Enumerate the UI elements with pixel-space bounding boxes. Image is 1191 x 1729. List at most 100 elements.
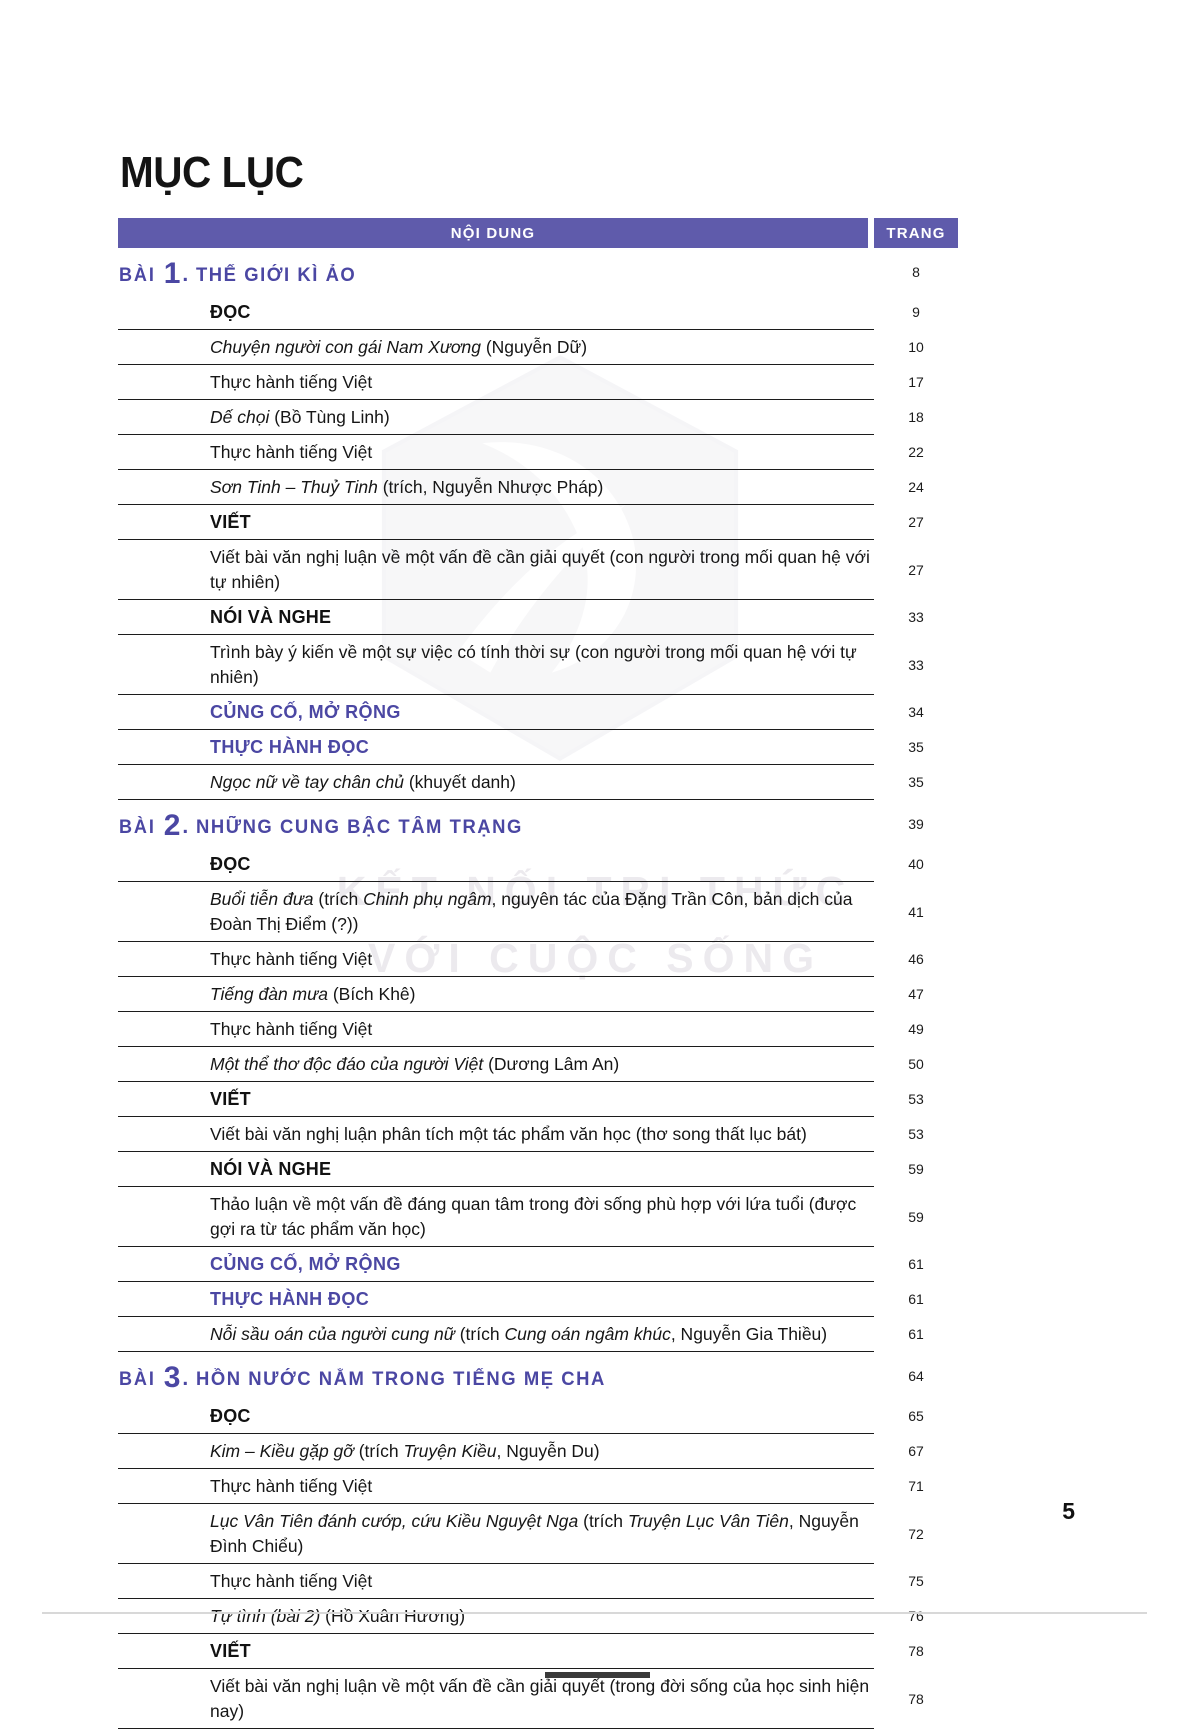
- toc-entry-row[interactable]: Viết bài văn nghị luận về một vấn đề cần…: [118, 540, 958, 600]
- toc-entry-author: (Bích Khê): [327, 984, 416, 1004]
- toc-entry-text: VIẾT: [118, 1634, 874, 1669]
- toc-entry-row[interactable]: Sơn Tinh – Thuỷ Tinh (trích, Nguyễn Nhượ…: [118, 470, 958, 505]
- toc-entry-page-number: 61: [908, 1256, 924, 1272]
- toc-entry-row[interactable]: Thực hành tiếng Việt 75: [118, 1564, 958, 1599]
- toc-entry-row[interactable]: CỦNG CỐ, MỞ RỘNG 61: [118, 1247, 958, 1282]
- toc-entry-page-number: 35: [908, 774, 924, 790]
- toc-entry-work-title: Nỗi sầu oán của người cung nữ: [210, 1324, 455, 1344]
- toc-entry-page-number: 18: [908, 409, 924, 425]
- unit-heading-row: BÀI 3. HỒN NƯỚC NẰM TRONG TIẾNG MẸ CHA 64: [118, 1352, 958, 1399]
- toc-section-label: NÓI VÀ NGHE: [210, 607, 332, 627]
- toc-entry-row[interactable]: Thực hành tiếng Việt 71: [118, 1469, 958, 1504]
- toc-entry-row[interactable]: Viết bài văn nghị luận phân tích một tác…: [118, 1117, 958, 1152]
- toc-entry-detail: , Nguyễn Đình Chiểu): [210, 1511, 859, 1556]
- unit-page-number: 39: [908, 816, 924, 832]
- toc-entry-row[interactable]: Viết bài văn nghị luận về một vấn đề cần…: [118, 1669, 958, 1729]
- unit-number-dot: .: [182, 263, 189, 286]
- toc-entry-row[interactable]: VIẾT 78: [118, 1634, 958, 1669]
- toc-entry-page-number: 27: [908, 514, 924, 530]
- toc-entry-author: (khuyết danh): [403, 772, 516, 792]
- toc-entry-row[interactable]: NÓI VÀ NGHE 59: [118, 1152, 958, 1187]
- toc-entry-row[interactable]: Kim – Kiều gặp gỡ (trích Truyện Kiều, Ng…: [118, 1434, 958, 1469]
- toc-entry-detail: , Nguyễn Gia Thiều): [670, 1324, 828, 1344]
- unit-heading: BÀI 3. HỒN NƯỚC NẰM TRONG TIẾNG MẸ CHA: [118, 1361, 874, 1393]
- toc-entry-row[interactable]: Trình bày ý kiến về một sự việc có tính …: [118, 635, 958, 695]
- toc-entry-row[interactable]: ĐỌC 9: [118, 295, 958, 330]
- toc-section-label: VIẾT: [210, 1089, 251, 1109]
- toc-table: NỘI DUNG TRANG BÀI 1. THẾ GIỚI KÌ ẢO 8 ĐỌC 9 C…: [118, 218, 958, 1729]
- toc-entry-row[interactable]: Thực hành tiếng Việt 49: [118, 1012, 958, 1047]
- toc-entry-work-title: Kim – Kiều gặp gỡ: [210, 1441, 354, 1461]
- toc-entry-text: Thực hành tiếng Việt: [118, 1469, 874, 1504]
- toc-rows: BÀI 1. THẾ GIỚI KÌ ẢO 8 ĐỌC 9 Chuyện người con…: [118, 248, 958, 1729]
- toc-entry-row[interactable]: VIẾT 27: [118, 505, 958, 540]
- toc-entry-text: ĐỌC: [118, 1399, 874, 1434]
- toc-entry-work-title: Cung oán ngâm khúc: [504, 1324, 671, 1344]
- toc-entry-label: Thực hành tiếng Việt: [210, 1019, 373, 1039]
- toc-entry-text: ĐỌC: [118, 847, 874, 882]
- toc-entry-text: CỦNG CỐ, MỞ RỘNG: [118, 1247, 874, 1282]
- toc-entry-label: Viết bài văn nghị luận phân tích một tác…: [210, 1124, 807, 1144]
- toc-entry-author: (Bồ Tùng Linh): [269, 407, 390, 427]
- unit-heading: BÀI 2. NHỮNG CUNG BẬC TÂM TRẠNG: [118, 809, 874, 842]
- toc-entry-text: VIẾT: [118, 1082, 874, 1117]
- toc-entry-page-number: 22: [908, 444, 924, 460]
- toc-entry-work-title: Truyện Lục Vân Tiên: [627, 1511, 789, 1531]
- toc-entry-work-title: Ngọc nữ về tay chân chủ: [210, 772, 404, 792]
- toc-entry-work-title: Lục Vân Tiên đánh cướp, cứu Kiều Nguyệt …: [210, 1511, 579, 1531]
- toc-entry-work-title: Chinh phụ ngâm: [363, 889, 492, 909]
- toc-entry-row[interactable]: Một thể thơ độc đáo của người Việt (Dươn…: [118, 1047, 958, 1082]
- toc-entry-text: THỰC HÀNH ĐỌC: [118, 730, 874, 765]
- toc-entry-row[interactable]: VIẾT 53: [118, 1082, 958, 1117]
- toc-section-label: ĐỌC: [210, 302, 251, 322]
- toc-entry-author: (Nguyễn Dữ): [480, 337, 588, 357]
- toc-entry-author: (trích, Nguyễn Nhược Pháp): [377, 477, 604, 497]
- toc-entry-row[interactable]: ĐỌC 65: [118, 1399, 958, 1434]
- toc-section-label: THỰC HÀNH ĐỌC: [210, 737, 370, 757]
- toc-entry-work-title: Truyện Kiều: [403, 1441, 497, 1461]
- toc-entry-text: Thực hành tiếng Việt: [118, 1564, 874, 1599]
- toc-entry-row[interactable]: Nỗi sầu oán của người cung nữ (trích Cun…: [118, 1317, 958, 1352]
- toc-entry-text: Nỗi sầu oán của người cung nữ (trích Cun…: [118, 1317, 874, 1352]
- toc-entry-page-number: 67: [908, 1443, 924, 1459]
- toc-entry-row[interactable]: Tiếng đàn mưa (Bích Khê) 47: [118, 977, 958, 1012]
- unit-title: NHỮNG CUNG BẬC TÂM TRẠNG: [196, 817, 524, 838]
- unit-number-dot: .: [182, 1367, 189, 1390]
- unit-heading-row: BÀI 1. THẾ GIỚI KÌ ẢO 8: [118, 248, 958, 295]
- toc-entry-label: Thực hành tiếng Việt: [210, 949, 373, 969]
- toc-entry-page-number: 49: [908, 1021, 924, 1037]
- toc-entry-row[interactable]: CỦNG CỐ, MỞ RỘNG 34: [118, 695, 958, 730]
- toc-entry-row[interactable]: THỰC HÀNH ĐỌC 35: [118, 730, 958, 765]
- toc-section-label: CỦNG CỐ, MỞ RỘNG: [210, 1254, 401, 1274]
- toc-entry-row[interactable]: Thực hành tiếng Việt 46: [118, 942, 958, 977]
- unit-number: 2: [163, 809, 181, 842]
- toc-entry-text: Buổi tiễn đưa (trích Chinh phụ ngâm, ngu…: [118, 882, 874, 942]
- unit-word: BÀI: [118, 1369, 156, 1390]
- toc-entry-page-number: 33: [908, 657, 924, 673]
- toc-entry-row[interactable]: Thảo luận về một vấn đề đáng quan tâm tr…: [118, 1187, 958, 1247]
- toc-entry-row[interactable]: Dế chọi (Bồ Tùng Linh) 18: [118, 400, 958, 435]
- toc-entry-detail: (trích: [313, 889, 364, 909]
- toc-entry-text: Tự tình (bài 2) (Hồ Xuân Hương): [118, 1599, 874, 1634]
- toc-entry-row[interactable]: Tự tình (bài 2) (Hồ Xuân Hương) 76: [118, 1599, 958, 1634]
- toc-entry-page-number: 46: [908, 951, 924, 967]
- toc-page: MỤC LỤC NỘI DUNG TRANG BÀI 1. THẾ GIỚI KÌ …: [42, 148, 1147, 1729]
- toc-entry-page-number: 40: [908, 856, 924, 872]
- toc-entry-row[interactable]: Buổi tiễn đưa (trích Chinh phụ ngâm, ngu…: [118, 882, 958, 942]
- toc-entry-row[interactable]: THỰC HÀNH ĐỌC 61: [118, 1282, 958, 1317]
- toc-entry-text: CỦNG CỐ, MỞ RỘNG: [118, 695, 874, 730]
- toc-entry-row[interactable]: Thực hành tiếng Việt 22: [118, 435, 958, 470]
- toc-entry-page-number: 10: [908, 339, 924, 355]
- footer-rule: [42, 1612, 1147, 1614]
- toc-entry-row[interactable]: Lục Vân Tiên đánh cướp, cứu Kiều Nguyệt …: [118, 1504, 958, 1564]
- toc-entry-row[interactable]: Ngọc nữ về tay chân chủ (khuyết danh) 35: [118, 765, 958, 800]
- toc-entry-page-number: 41: [908, 904, 924, 920]
- toc-entry-row[interactable]: Chuyện người con gái Nam Xương (Nguyễn D…: [118, 330, 958, 365]
- toc-entry-text: Thực hành tiếng Việt: [118, 435, 874, 470]
- toc-entry-label: Viết bài văn nghị luận về một vấn đề cần…: [210, 1676, 870, 1721]
- toc-entry-row[interactable]: ĐỌC 40: [118, 847, 958, 882]
- toc-entry-row[interactable]: NÓI VÀ NGHE 33: [118, 600, 958, 635]
- footer-bar: [545, 1672, 650, 1678]
- unit-heading-row: BÀI 2. NHỮNG CUNG BẬC TÂM TRẠNG 39: [118, 800, 958, 847]
- toc-entry-row[interactable]: Thực hành tiếng Việt 17: [118, 365, 958, 400]
